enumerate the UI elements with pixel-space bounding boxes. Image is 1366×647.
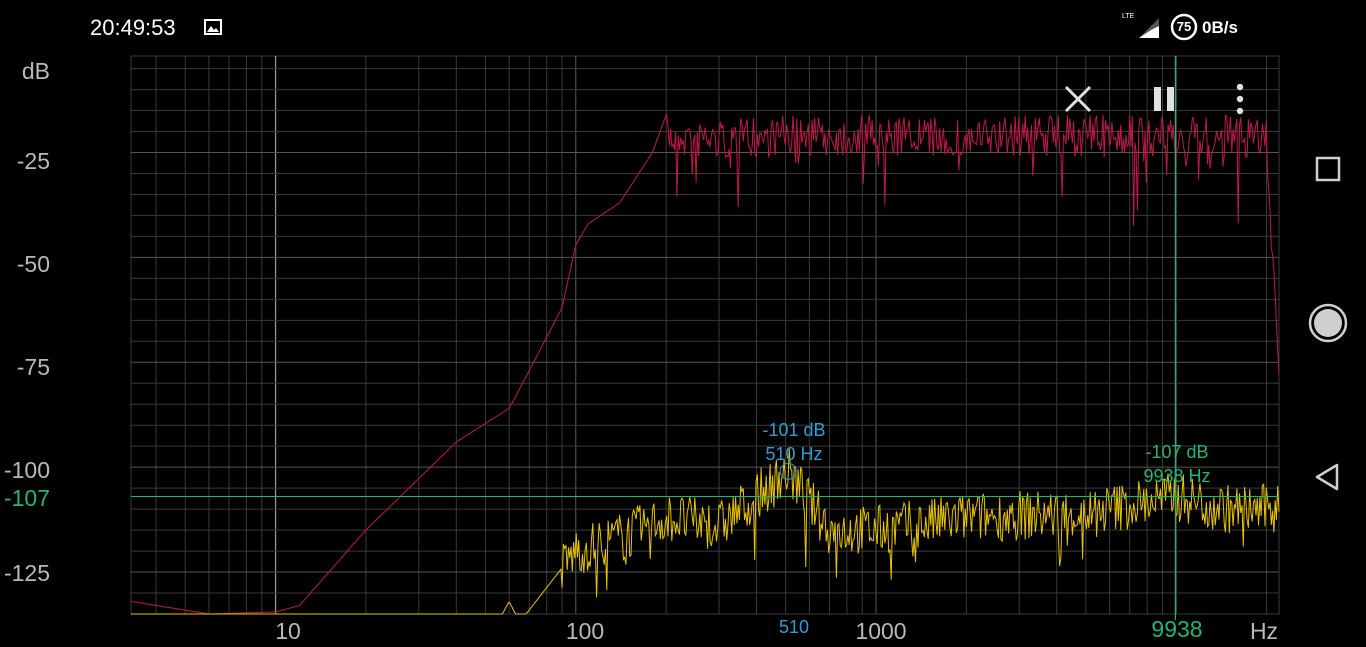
cursor-db-label: -107 dB xyxy=(1145,442,1209,462)
y-tick: -25 xyxy=(16,148,50,174)
pause-icon[interactable] xyxy=(1147,82,1181,116)
x-tick: 1000 xyxy=(855,618,907,644)
cursor-db-readout: -107 xyxy=(3,485,50,511)
peak-hold-trace xyxy=(130,113,1280,615)
peak-hz-readout: 510 xyxy=(778,617,810,637)
network-type: LTE xyxy=(1122,13,1135,20)
home-icon[interactable] xyxy=(1308,303,1348,343)
battery-icon xyxy=(1170,13,1198,41)
peak-db-label: -101 dB xyxy=(762,420,826,440)
x-tick: 10 xyxy=(275,618,301,644)
gallery-icon xyxy=(204,19,222,35)
nav-bar xyxy=(1290,0,1366,647)
cursor-hz-label: 9938 Hz xyxy=(1143,466,1211,486)
y-unit-label: dB xyxy=(21,58,50,84)
signal-icon xyxy=(1139,18,1159,38)
peak-hz-label: 510 Hz xyxy=(765,444,823,464)
battery-level: 75 xyxy=(1176,19,1192,34)
status-bar: 20:49:53 LTE 75 0B/s xyxy=(0,0,1290,56)
status-time: 20:49:53 xyxy=(90,15,176,40)
recents-icon[interactable] xyxy=(1308,149,1348,189)
cursor-annotation: -107 dB 9938 Hz xyxy=(1143,440,1210,488)
y-tick: -75 xyxy=(16,354,50,380)
cursor-hz-readout: 9938 xyxy=(1151,616,1203,642)
net-speed: 0B/s xyxy=(1202,18,1238,37)
peak-annotation: -101 dB 510 Hz xyxy=(762,418,825,466)
y-tick: -125 xyxy=(3,560,50,586)
more-vert-icon[interactable] xyxy=(1223,82,1257,116)
peak-marker xyxy=(779,462,797,480)
x-tick: 100 xyxy=(565,618,605,644)
spectrum-plot[interactable]: dB -25 -50 -75 -100 -125 -107 10 100 100… xyxy=(0,0,1290,647)
y-tick: -100 xyxy=(3,457,50,483)
close-icon[interactable] xyxy=(1061,82,1095,116)
x-unit-label: Hz xyxy=(1249,618,1279,644)
spectrum-svg[interactable] xyxy=(0,0,1290,647)
back-icon[interactable] xyxy=(1308,457,1348,497)
y-tick: -50 xyxy=(16,251,50,277)
current-spectrum-trace xyxy=(131,448,1280,615)
